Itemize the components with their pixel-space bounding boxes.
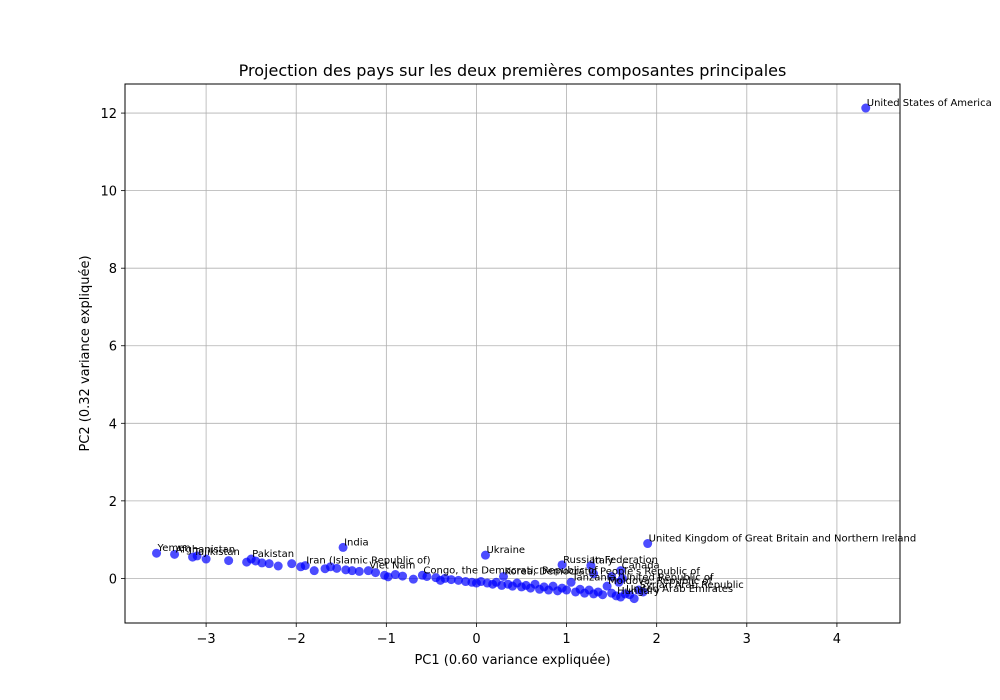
data-point bbox=[498, 571, 508, 581]
x-tick-label: 0 bbox=[472, 632, 480, 647]
data-point bbox=[398, 571, 408, 581]
x-tick-label: 4 bbox=[833, 632, 841, 647]
data-point bbox=[566, 577, 576, 587]
point-label: United Kingdom of Great Britain and Nort… bbox=[649, 534, 917, 545]
scatter-points bbox=[152, 103, 871, 604]
data-point bbox=[332, 563, 342, 573]
y-axis-label: PC2 (0.32 variance expliquée) bbox=[78, 255, 93, 451]
data-point bbox=[363, 566, 373, 576]
point-label: Ukraine bbox=[486, 545, 525, 556]
y-tick-label: 2 bbox=[109, 495, 117, 510]
data-point bbox=[338, 542, 348, 552]
data-point bbox=[602, 581, 612, 591]
y-tick-label: 10 bbox=[100, 185, 117, 200]
data-point bbox=[170, 549, 180, 559]
data-point bbox=[152, 548, 162, 558]
data-point bbox=[201, 554, 211, 564]
chart-title: Projection des pays sur les deux premièr… bbox=[239, 61, 787, 80]
x-tick-label: −2 bbox=[287, 632, 306, 647]
point-label: United Arab Emirates bbox=[626, 584, 733, 595]
point-label: Tanzania, United Republic of bbox=[571, 572, 714, 583]
data-point bbox=[607, 571, 617, 581]
y-tick-label: 6 bbox=[109, 340, 117, 355]
data-point bbox=[347, 566, 357, 576]
data-point bbox=[257, 558, 267, 568]
data-point bbox=[296, 562, 306, 572]
y-tick-label: 8 bbox=[109, 262, 117, 277]
data-point bbox=[598, 590, 608, 600]
data-point bbox=[480, 550, 490, 560]
data-point bbox=[861, 103, 871, 113]
data-point bbox=[643, 539, 653, 549]
data-point bbox=[446, 575, 456, 585]
data-point bbox=[607, 588, 617, 598]
data-point bbox=[242, 557, 252, 567]
data-point bbox=[273, 561, 283, 571]
point-label: Yemen bbox=[157, 543, 191, 554]
point-label: Hungary bbox=[617, 586, 660, 597]
data-point bbox=[390, 570, 400, 580]
x-tick-label: 2 bbox=[653, 632, 661, 647]
point-label: India bbox=[344, 537, 369, 548]
data-point bbox=[586, 561, 596, 571]
x-axis-ticks: −3 −2 −1 0 1 2 3 4 bbox=[197, 623, 841, 647]
data-point bbox=[309, 566, 319, 576]
point-label: Tajikistan bbox=[193, 547, 240, 558]
data-point bbox=[557, 560, 567, 570]
data-point bbox=[453, 575, 463, 585]
plot-frame bbox=[124, 83, 901, 624]
data-point bbox=[629, 594, 639, 604]
data-point bbox=[287, 559, 297, 569]
point-labels: United States of America United Kingdom o… bbox=[157, 98, 992, 597]
data-point bbox=[616, 566, 626, 576]
y-axis-ticks: 0 2 4 6 8 10 12 bbox=[100, 107, 125, 587]
point-label: Italy bbox=[592, 556, 614, 567]
point-label: Congo, the Democratic Republic of bbox=[423, 565, 598, 576]
point-label: Canada bbox=[622, 561, 660, 572]
x-tick-label: 3 bbox=[743, 632, 751, 647]
y-tick-label: 12 bbox=[100, 107, 117, 122]
data-point bbox=[562, 585, 572, 595]
point-label: Viet Nam bbox=[369, 561, 415, 572]
data-point bbox=[614, 577, 624, 587]
data-point bbox=[224, 556, 234, 566]
data-point bbox=[371, 568, 381, 578]
point-label: Syrian Arab Republic bbox=[640, 580, 744, 591]
data-point bbox=[422, 571, 432, 581]
y-tick-label: 4 bbox=[109, 417, 117, 432]
point-label: Pakistan bbox=[252, 549, 294, 560]
x-tick-label: 1 bbox=[562, 632, 570, 647]
point-label: Iran (Islamic Republic of) bbox=[306, 556, 430, 567]
data-point bbox=[638, 587, 648, 597]
point-label: Russian Federation bbox=[563, 555, 658, 566]
data-point bbox=[192, 551, 202, 561]
point-label: Korea, Democratic People's Republic of bbox=[504, 566, 700, 577]
x-axis-label: PC1 (0.60 variance expliquée) bbox=[414, 653, 610, 668]
point-label: Afghanistan bbox=[176, 544, 236, 555]
y-tick-label: 0 bbox=[109, 572, 117, 587]
grid bbox=[125, 84, 900, 623]
data-point bbox=[354, 566, 364, 576]
data-point bbox=[616, 592, 626, 602]
data-point bbox=[408, 574, 418, 584]
data-point bbox=[264, 559, 274, 569]
data-point bbox=[383, 572, 393, 582]
x-tick-label: −1 bbox=[377, 632, 396, 647]
point-label: United States of America bbox=[867, 98, 992, 109]
data-point bbox=[589, 569, 599, 579]
point-label: Moldova, Republic of bbox=[608, 576, 712, 587]
x-tick-label: −3 bbox=[197, 632, 216, 647]
